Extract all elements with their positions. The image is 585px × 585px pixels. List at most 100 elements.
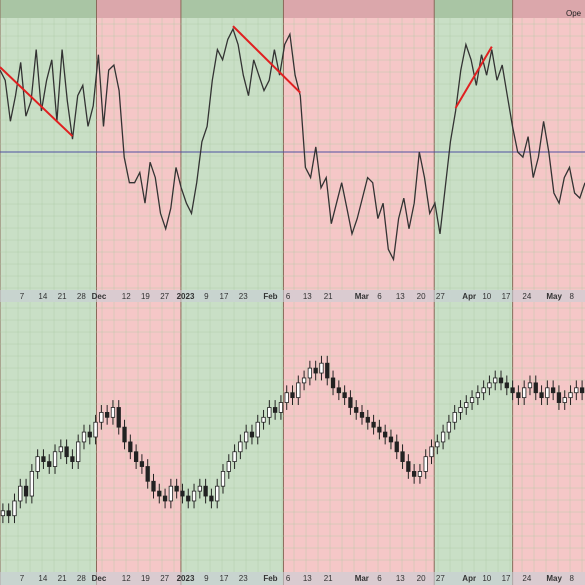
candle-body [562,397,567,403]
candle [498,370,504,391]
candle [35,449,40,479]
candle-body [301,377,307,384]
divergence-line [454,46,493,109]
candle-body [556,392,562,403]
price-tick-label: 28 [77,574,86,583]
candle [180,483,185,504]
candle [151,473,156,499]
candle-body [0,510,6,517]
price-tick-label: 23 [239,574,248,583]
candle [574,380,579,401]
candle [313,360,318,381]
candle-body [197,485,202,492]
candle-body [76,441,81,463]
candle-body [371,421,376,428]
candle-body [18,485,23,502]
oscillator-tick-label: 21 [324,292,333,301]
candle [296,375,301,406]
divergence-lines [0,25,493,137]
zone-header-bearish [512,0,585,18]
candle [157,483,162,504]
candle [487,375,492,396]
candle-body [348,397,353,408]
candle-body [180,490,185,497]
candle-body [336,387,341,394]
candle [429,439,434,465]
candle [81,424,87,450]
candle-body [429,446,434,458]
candle-body [215,485,220,502]
candle-body [446,421,452,433]
candle [423,449,428,479]
candle [319,355,324,381]
candle [139,454,145,474]
top-label: Ope [566,9,582,18]
candle [203,478,208,504]
candle-body [406,461,411,472]
zone-header-bullish [434,0,513,18]
candle [348,390,353,415]
candle [365,409,370,430]
candle-body [41,456,46,462]
oscillator-tick-label: 13 [303,292,312,301]
price-tick-label: 14 [38,574,47,583]
candle [226,454,231,479]
candle [244,424,249,450]
price-tick-label: 27 [160,574,169,583]
candle-body [70,456,75,462]
oscillator-tick-label: 7 [20,292,25,301]
price-axis-band [0,572,585,585]
candle-body [122,426,127,443]
candle [371,414,376,435]
oscillator-tick-label: 27 [160,292,169,301]
candle [267,400,272,425]
candle-body [151,480,156,492]
divergence-line [232,25,301,94]
candle-body [232,451,237,463]
price-tick-label: 19 [141,574,150,583]
candle-body [267,407,272,418]
price-tick-label: 7 [20,574,25,583]
candle-body [145,466,150,482]
candle [394,434,399,460]
candle [122,419,127,450]
oscillator-tick-label: Dec [92,292,107,301]
price-tick-label: Apr [462,574,476,583]
price-tick-label: 21 [324,574,333,583]
candle-body [284,392,289,403]
oscillator-tick-label: 27 [436,292,445,301]
oscillator-axis-band [0,290,585,302]
candle-body [162,495,168,502]
oscillator-tick-label: 6 [377,292,382,301]
candle [18,478,23,509]
oscillator-tick-label: 9 [204,292,209,301]
candle [0,503,6,524]
candle [452,405,457,430]
candle [76,434,81,469]
candle-body [296,382,301,399]
oscillator-tick-label: 13 [396,292,405,301]
candle-body [174,485,179,492]
candle [464,395,469,415]
candle [440,424,446,450]
candle [191,483,197,509]
candle [388,429,394,450]
candle-body [47,461,52,467]
candle-body [510,387,515,394]
candle [64,439,69,465]
price-tick-label: 13 [396,574,405,583]
candle-body [128,441,133,453]
divergence-line [0,66,74,137]
candle [93,414,98,445]
candle-body [354,407,359,413]
candle-body [574,387,579,394]
candle [290,385,295,406]
candle-body [377,426,382,433]
price-tick-label: 20 [417,574,426,583]
candle-body [423,456,428,472]
candle-body [110,407,116,418]
oscillator-tick-label: 14 [38,292,47,301]
candle-body [244,431,249,443]
candle-body [209,495,214,502]
candle-body [539,392,544,399]
